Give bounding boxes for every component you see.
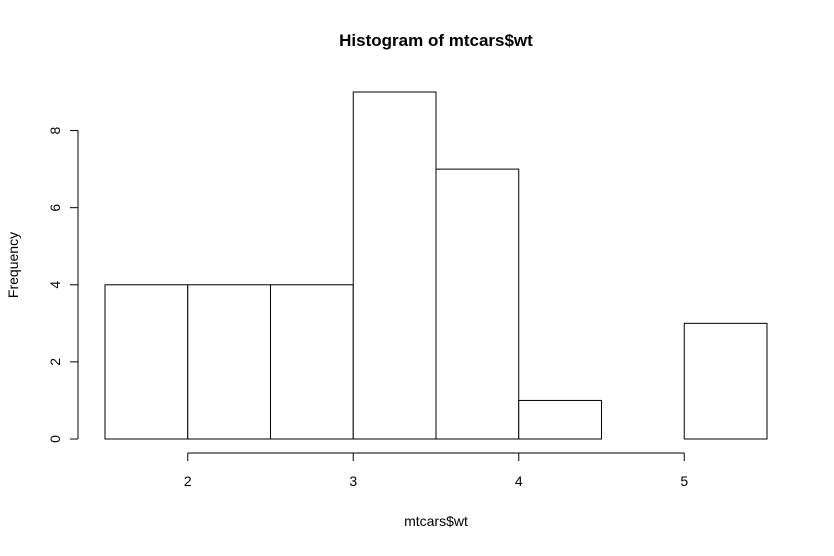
y-tick-label-0: 0 [47,435,63,443]
histogram-bars [104,91,768,440]
y-tick-label-3: 6 [47,204,63,212]
x-tick-label-2: 4 [515,473,523,489]
histogram-bar-2 [270,284,354,440]
chart-title: Histogram of mtcars$wt [339,31,533,50]
x-tick-label-0: 2 [184,473,192,489]
y-tick-label-4: 8 [47,126,63,134]
x-axis: 2 3 4 5 [184,452,688,489]
histogram-bar-4 [435,168,520,440]
histogram-bar-7 [683,322,768,440]
x-tick-label-1: 3 [349,473,357,489]
y-tick-label-2: 4 [47,281,63,289]
y-axis: 0 2 4 6 8 [47,126,79,443]
x-tick-label-3: 5 [680,473,688,489]
histogram-bar-1 [187,284,271,440]
histogram-bar-3 [352,91,437,440]
histogram-bar-5 [518,399,602,440]
x-axis-label: mtcars$wt [404,513,468,529]
y-axis-label: Frequency [5,232,21,298]
y-tick-label-1: 2 [47,358,63,366]
histogram-bar-0 [104,284,189,440]
